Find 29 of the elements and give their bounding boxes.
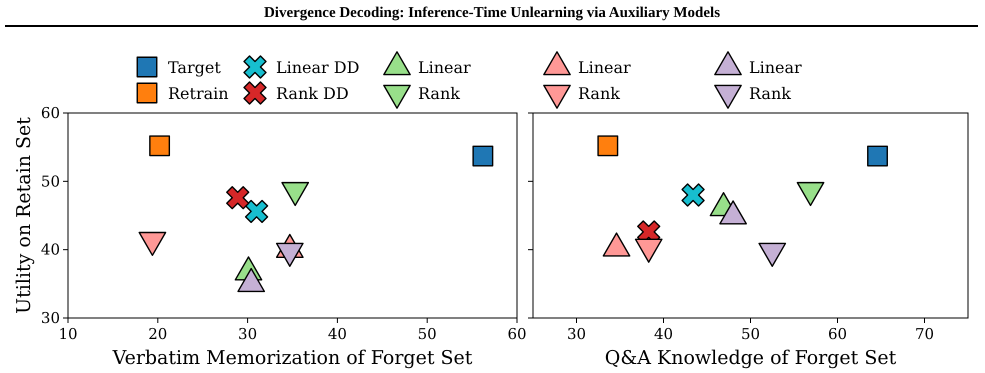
x-tick-label: 30 <box>566 325 586 343</box>
y-tick-label: 60 <box>40 104 60 122</box>
legend-label: Linear DD <box>276 58 360 77</box>
y-axis-title: Utility on Retain Set <box>13 116 35 314</box>
x-tick-label: 30 <box>238 325 258 343</box>
y-tick-label: 50 <box>40 172 60 190</box>
legend-label: Linear <box>578 58 632 77</box>
x-tick-label: 60 <box>828 325 848 343</box>
legend-label: Linear <box>749 58 802 77</box>
legend-label: Linear <box>418 58 472 77</box>
legend-label: Rank <box>418 84 460 103</box>
x-tick-label: 50 <box>418 325 437 343</box>
chart-title: Divergence Decoding: Inference-Time Unlearning via Auxiliary Models <box>264 5 720 21</box>
x-axis-title: Q&A Knowledge of Forget Set <box>604 347 897 369</box>
legend-label: Rank DD <box>276 84 349 103</box>
x-tick-label: 70 <box>914 325 934 343</box>
x-axis-title: Verbatim Memorization of Forget Set <box>112 347 473 369</box>
x-tick-label: 40 <box>328 325 347 343</box>
x-tick-label: 60 <box>507 325 527 343</box>
y-tick-label: 30 <box>40 309 60 327</box>
legend-label: Target <box>168 58 222 77</box>
legend-label: Rank <box>749 84 792 103</box>
y-tick-label: 40 <box>40 240 60 259</box>
x-tick-label: 10 <box>58 325 78 343</box>
x-tick-label: 20 <box>148 325 168 343</box>
legend-label: Retrain <box>168 84 229 103</box>
legend-label: Rank <box>578 84 620 103</box>
x-tick-label: 40 <box>654 325 674 343</box>
x-tick-label: 50 <box>740 325 760 343</box>
